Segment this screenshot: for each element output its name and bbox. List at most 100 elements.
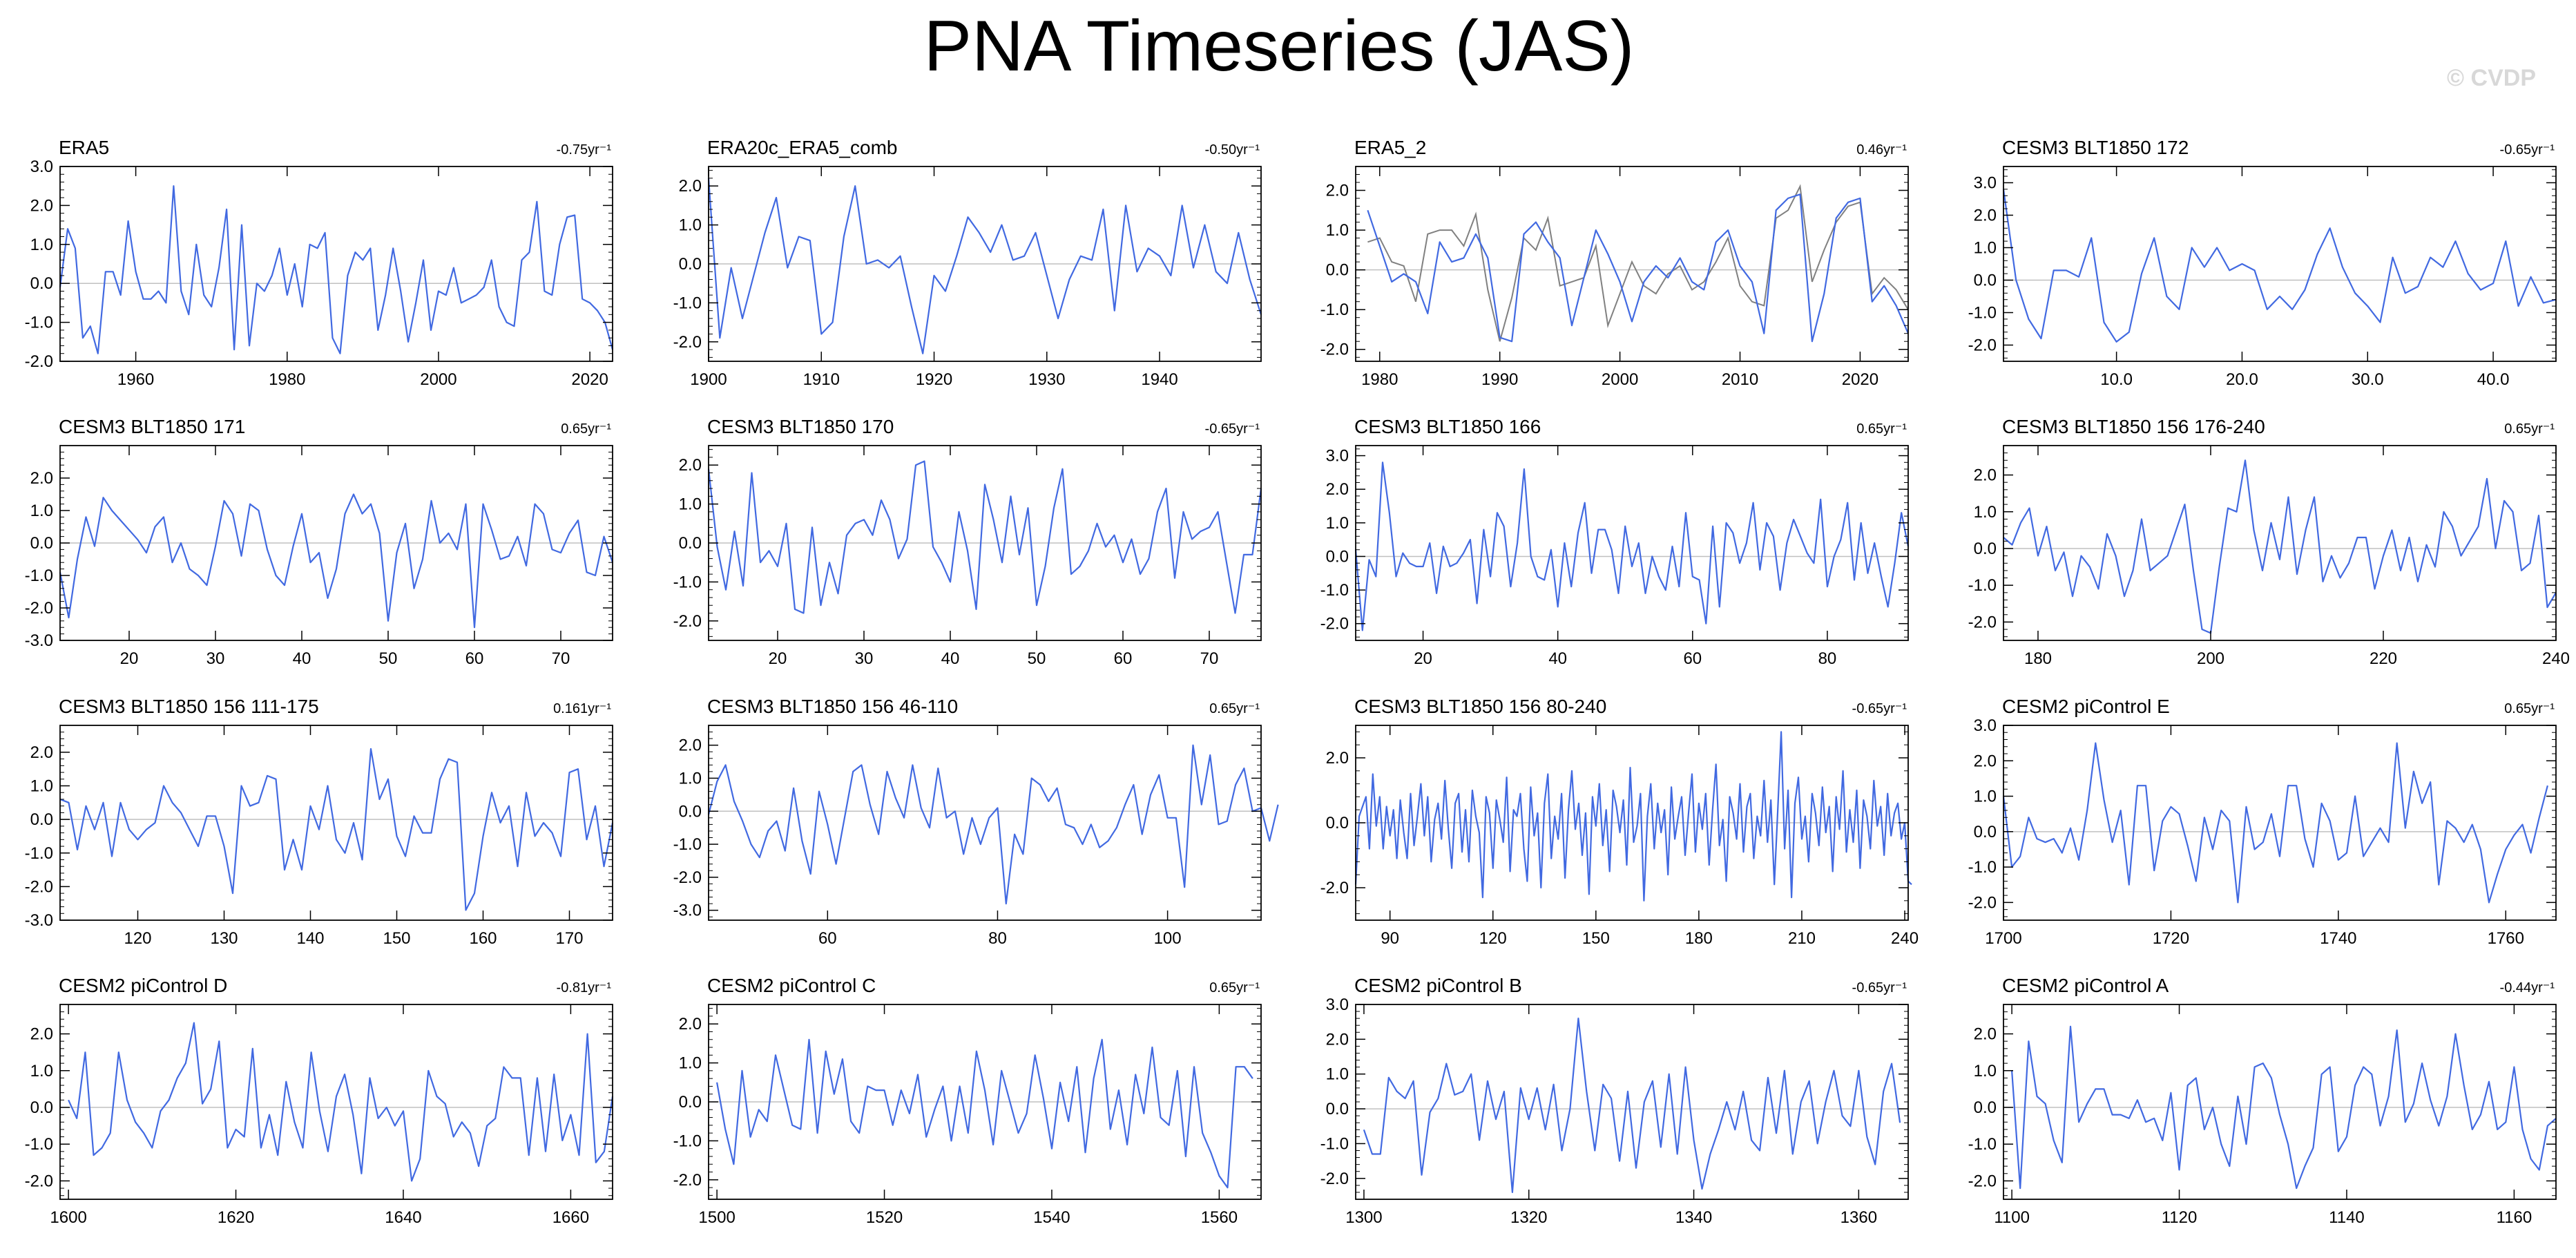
panel-13: CESM2 piControl D -0.81yr⁻¹ -2.0 -1.0 0.0 1.0…: [25, 975, 614, 1227]
x-tick-label: 1900: [690, 370, 727, 389]
panel-title: CESM2 piControl A: [2002, 975, 2169, 996]
y-tick-label: -2.0: [1320, 879, 1349, 897]
x-tick-label: 1520: [866, 1208, 903, 1227]
panel-10: CESM3 BLT1850 156 46-110 0.65yr⁻¹ -3.0 -2.0…: [673, 696, 1279, 948]
x-tick-label: 170: [555, 929, 583, 948]
panel-title: ERA5_2: [1354, 137, 1426, 158]
y-tick-label: 2.0: [1326, 1030, 1349, 1049]
panel-title: CESM3 BLT1850 172: [2002, 137, 2189, 158]
x-tick-label: 130: [210, 929, 238, 948]
panel-title: CESM2 piControl B: [1354, 975, 1522, 996]
y-tick-label: 3.0: [1974, 174, 1997, 193]
x-tick-label: 1980: [1361, 370, 1398, 389]
panel-14: CESM2 piControl C 0.65yr⁻¹ -2.0 -1.0 0.0 1.0 2…: [673, 975, 1262, 1227]
y-tick-label: -1.0: [673, 1132, 702, 1150]
y-tick-label: -2.0: [25, 877, 53, 896]
x-tick-label: 1140: [2329, 1208, 2365, 1227]
y-tick-label: 2.0: [1974, 1025, 1997, 1044]
x-tick-label: 1940: [1141, 370, 1178, 389]
panel-trend: 0.65yr⁻¹: [1856, 421, 1907, 437]
y-tick-label: -2.0: [25, 352, 53, 371]
x-tick-label: 1960: [117, 370, 154, 389]
x-tick-label: 240: [2542, 649, 2570, 668]
y-tick-label: 0.0: [679, 534, 702, 553]
panel-15: CESM2 piControl B -0.65yr⁻¹ -2.0 -1.0 0.0 1.0…: [1320, 975, 1909, 1227]
y-tick-label: 1.0: [1326, 221, 1349, 240]
observed-series-line: [1367, 184, 1909, 342]
y-tick-label: 3.0: [1326, 447, 1349, 466]
y-tick-label: 2.0: [30, 1025, 53, 1044]
y-tick-label: 3.0: [30, 158, 53, 176]
x-tick-label: 60: [465, 649, 484, 668]
y-tick-label: 1.0: [30, 1062, 53, 1080]
panel-7: CESM3 BLT1850 166 0.65yr⁻¹ -2.0 -1.0 0.0 1.0 2…: [1320, 416, 1910, 668]
x-tick-label: 1360: [1840, 1208, 1877, 1227]
x-tick-label: 1340: [1675, 1208, 1712, 1227]
panel-title: CESM2 piControl C: [707, 975, 876, 996]
x-tick-label: 1980: [269, 370, 305, 389]
plot-frame: [708, 725, 1262, 921]
panel-12: CESM2 piControl E 0.65yr⁻¹ -2.0 -1.0 0.0 1.0 2…: [1968, 696, 2557, 948]
panel-trend: -0.65yr⁻¹: [1852, 980, 1907, 995]
x-tick-label: 80: [1818, 649, 1837, 668]
panel-trend: 0.65yr⁻¹: [2504, 701, 2555, 716]
x-tick-label: 140: [296, 929, 324, 948]
panel-5: CESM3 BLT1850 171 0.65yr⁻¹ -3.0 -2.0 -1.0 0.0…: [25, 416, 614, 668]
y-tick-label: 1.0: [679, 216, 702, 235]
series-line: [707, 460, 1262, 614]
y-tick-label: -1.0: [1320, 581, 1349, 600]
y-tick-label: -1.0: [1968, 858, 1997, 877]
y-tick-label: 0.0: [679, 255, 702, 274]
y-tick-label: 1.0: [30, 502, 53, 520]
y-tick-label: -1.0: [1968, 576, 1997, 595]
y-tick-label: -3.0: [673, 902, 702, 920]
series-line: [2002, 189, 2557, 343]
x-tick-label: 2000: [1602, 370, 1638, 389]
y-tick-label: -2.0: [25, 599, 53, 618]
y-tick-label: -2.0: [1968, 613, 1997, 631]
x-tick-label: 2020: [571, 370, 608, 389]
x-tick-label: 1300: [1345, 1208, 1382, 1227]
x-tick-label: 1720: [2153, 929, 2189, 948]
y-tick-label: 1.0: [30, 236, 53, 254]
y-tick-label: 1.0: [679, 769, 702, 788]
y-tick-label: 1.0: [30, 777, 53, 796]
x-tick-label: 1160: [2497, 1208, 2532, 1227]
y-tick-label: 2.0: [1326, 749, 1349, 768]
x-tick-label: 180: [2024, 649, 2052, 668]
y-tick-label: -1.0: [1968, 304, 1997, 323]
y-tick-label: -2.0: [1968, 893, 1997, 912]
x-tick-label: 210: [1788, 929, 1816, 948]
panel-title: CESM2 piControl D: [59, 975, 227, 996]
series-line: [2002, 742, 2548, 904]
y-tick-label: 0.0: [1974, 540, 1997, 558]
plot-frame: [2003, 1004, 2557, 1200]
y-tick-label: -1.0: [25, 566, 53, 585]
x-tick-label: 40.0: [2477, 370, 2510, 389]
figure-title: PNA Timeseries (JAS): [924, 6, 1635, 86]
plot-frame: [59, 725, 613, 921]
y-tick-label: -1.0: [25, 844, 53, 863]
y-tick-label: -1.0: [1968, 1135, 1997, 1154]
x-tick-label: 160: [469, 929, 497, 948]
y-tick-label: -1.0: [25, 314, 53, 332]
y-tick-label: 0.0: [1326, 1100, 1349, 1118]
panel-trend: 0.65yr⁻¹: [1209, 980, 1260, 995]
y-tick-label: 1.0: [1974, 239, 1997, 258]
y-tick-label: -2.0: [673, 333, 702, 352]
panel-title: CESM3 BLT1850 170: [707, 416, 894, 437]
plot-frame: [1355, 445, 1909, 641]
series-line: [1367, 193, 1910, 343]
y-tick-label: 2.0: [1974, 207, 1997, 225]
y-tick-label: -2.0: [1968, 336, 1997, 355]
panel-16: CESM2 piControl A -0.44yr⁻¹ -2.0 -1.0 0.0 1.0…: [1968, 975, 2557, 1227]
panel-title: CESM2 piControl E: [2002, 696, 2170, 717]
plot-frame: [59, 1004, 613, 1200]
y-tick-label: -3.0: [25, 631, 53, 650]
series-line: [59, 185, 614, 354]
x-tick-label: 2000: [420, 370, 456, 389]
plot-frame: [2003, 445, 2557, 641]
x-tick-label: 40: [293, 649, 311, 668]
x-tick-label: 20.0: [2226, 370, 2258, 389]
